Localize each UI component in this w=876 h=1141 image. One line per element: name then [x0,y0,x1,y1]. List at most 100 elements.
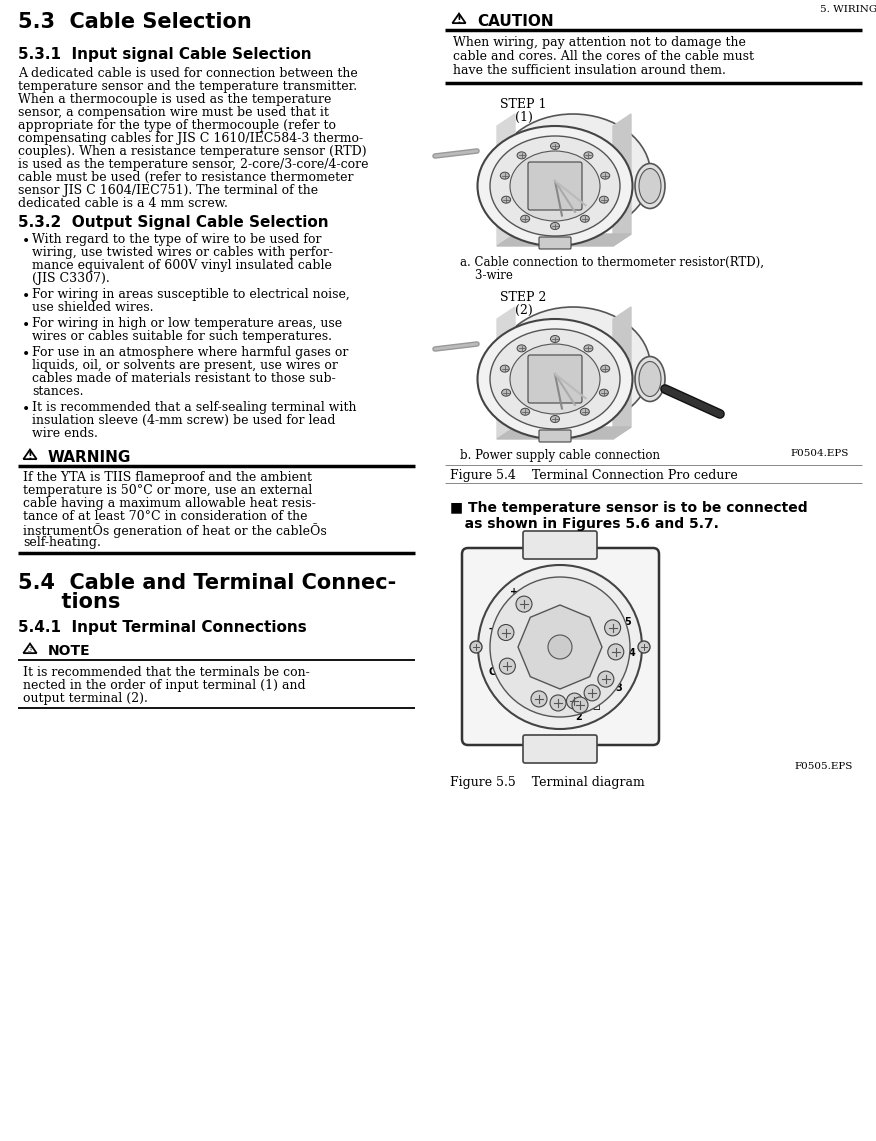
Circle shape [567,693,583,709]
Ellipse shape [520,408,530,415]
Text: STEP 1: STEP 1 [500,98,547,111]
Text: 5: 5 [625,617,631,628]
Ellipse shape [510,343,600,414]
Text: b. Power supply cable connection: b. Power supply cable connection [460,450,660,462]
Text: stances.: stances. [32,385,83,398]
Ellipse shape [550,222,560,229]
Text: (1): (1) [507,111,533,124]
Text: appropriate for the type of thermocouple (refer to: appropriate for the type of thermocouple… [18,119,336,132]
Ellipse shape [584,152,593,159]
Ellipse shape [477,126,632,246]
Text: output terminal (2).: output terminal (2). [23,691,148,705]
Text: a. Cable connection to thermometer resistor(RTD),: a. Cable connection to thermometer resis… [460,256,764,269]
Text: couples). When a resistance temperature sensor (RTD): couples). When a resistance temperature … [18,145,367,157]
Text: cable must be used (refer to resistance thermometer: cable must be used (refer to resistance … [18,171,354,184]
Text: 3: 3 [616,683,622,694]
Text: 5.4.1  Input Terminal Connections: 5.4.1 Input Terminal Connections [18,620,307,636]
Circle shape [598,671,614,687]
Text: For wiring in areas susceptible to electrical noise,: For wiring in areas susceptible to elect… [32,288,350,301]
Circle shape [499,658,515,674]
Text: With regard to the type of wire to be used for: With regard to the type of wire to be us… [32,233,321,246]
Text: Figure 5.5    Terminal diagram: Figure 5.5 Terminal diagram [450,776,645,788]
Text: C: C [489,666,496,677]
Text: If the YTA is TIIS flameproof and the ambient: If the YTA is TIIS flameproof and the am… [23,471,312,484]
Text: wire ends.: wire ends. [32,427,98,440]
Text: 4: 4 [628,648,635,658]
Text: ■ The temperature sensor is to be connected: ■ The temperature sensor is to be connec… [450,501,808,515]
FancyBboxPatch shape [539,237,571,249]
Ellipse shape [490,329,620,429]
Text: STEP 2: STEP 2 [500,291,547,304]
Text: 5.3.1  Input signal Cable Selection: 5.3.1 Input signal Cable Selection [18,47,312,62]
Text: (2): (2) [507,304,533,317]
Text: cable and cores. All the cores of the cable must: cable and cores. All the cores of the ca… [453,50,754,63]
Ellipse shape [580,408,590,415]
Text: as shown in Figures 5.6 and 5.7.: as shown in Figures 5.6 and 5.7. [450,517,719,531]
Text: When wiring, pay attention not to damage the: When wiring, pay attention not to damage… [453,37,745,49]
Text: WARNING: WARNING [48,450,131,466]
Ellipse shape [635,163,665,209]
Circle shape [470,641,482,653]
Circle shape [531,691,547,707]
FancyBboxPatch shape [528,162,582,210]
Circle shape [550,695,566,711]
FancyBboxPatch shape [539,430,571,442]
Text: 2: 2 [576,712,582,721]
Text: -: - [489,623,492,633]
Text: !: ! [27,451,32,461]
Text: Figure 5.4    Terminal Connection Pro cedure: Figure 5.4 Terminal Connection Pro cedur… [450,469,738,482]
Text: 5.3.2  Output Signal Cable Selection: 5.3.2 Output Signal Cable Selection [18,215,328,230]
Circle shape [604,620,620,636]
Circle shape [490,577,630,717]
Text: liquids, oil, or solvents are present, use wires or: liquids, oil, or solvents are present, u… [32,359,338,372]
Text: (JIS C3307).: (JIS C3307). [32,272,110,285]
Text: use shielded wires.: use shielded wires. [32,301,153,314]
Polygon shape [613,114,631,246]
Polygon shape [497,427,631,439]
Circle shape [572,697,588,713]
Text: It is recommended that the terminals be con-: It is recommended that the terminals be … [23,666,310,679]
Text: self-heating.: self-heating. [23,536,101,549]
Text: temperature is 50°C or more, use an external: temperature is 50°C or more, use an exte… [23,484,312,497]
Ellipse shape [599,196,608,203]
Ellipse shape [550,415,560,422]
Ellipse shape [477,319,632,439]
Text: tance of at least 70°C in consideration of the: tance of at least 70°C in consideration … [23,510,307,523]
Text: wiring, use twisted wires or cables with perfor-: wiring, use twisted wires or cables with… [32,246,333,259]
Ellipse shape [639,169,661,203]
Text: nected in the order of input terminal (1) and: nected in the order of input terminal (1… [23,679,306,691]
Text: mance equivalent of 600V vinyl insulated cable: mance equivalent of 600V vinyl insulated… [32,259,332,272]
Polygon shape [497,234,631,246]
Ellipse shape [490,136,620,236]
Text: temperature sensor and the temperature transmitter.: temperature sensor and the temperature t… [18,80,357,94]
Text: •: • [22,347,31,361]
Text: cables made of materials resistant to those sub-: cables made of materials resistant to th… [32,372,336,385]
Ellipse shape [517,152,526,159]
Text: A dedicated cable is used for connection between the: A dedicated cable is used for connection… [18,67,357,80]
Text: 5. WIRING: 5. WIRING [820,5,876,14]
Text: F0505.EPS: F0505.EPS [794,762,852,771]
Text: For use in an atmosphere where harmful gases or: For use in an atmosphere where harmful g… [32,346,349,359]
Text: have the sufficient insulation around them.: have the sufficient insulation around th… [453,64,726,76]
Ellipse shape [500,365,509,372]
Text: CAUTION: CAUTION [477,14,554,29]
Text: NOTE: NOTE [48,644,90,658]
Ellipse shape [639,362,661,397]
Polygon shape [497,114,515,246]
Text: sensor, a compensation wire must be used that it: sensor, a compensation wire must be used… [18,106,328,119]
Ellipse shape [502,389,511,396]
FancyBboxPatch shape [523,531,597,559]
Text: !: ! [456,15,462,25]
Ellipse shape [496,307,651,427]
Text: F0504.EPS: F0504.EPS [790,450,848,458]
Polygon shape [518,605,602,689]
Text: When a thermocouple is used as the temperature: When a thermocouple is used as the tempe… [18,94,331,106]
Text: dedicated cable is a 4 mm screw.: dedicated cable is a 4 mm screw. [18,197,228,210]
Text: •: • [22,234,31,248]
Ellipse shape [635,356,665,402]
Ellipse shape [517,345,526,351]
Text: •: • [22,318,31,332]
Text: sensor JIS C 1604/IEC751). The terminal of the: sensor JIS C 1604/IEC751). The terminal … [18,184,318,197]
Text: •: • [22,402,31,416]
FancyBboxPatch shape [528,355,582,403]
